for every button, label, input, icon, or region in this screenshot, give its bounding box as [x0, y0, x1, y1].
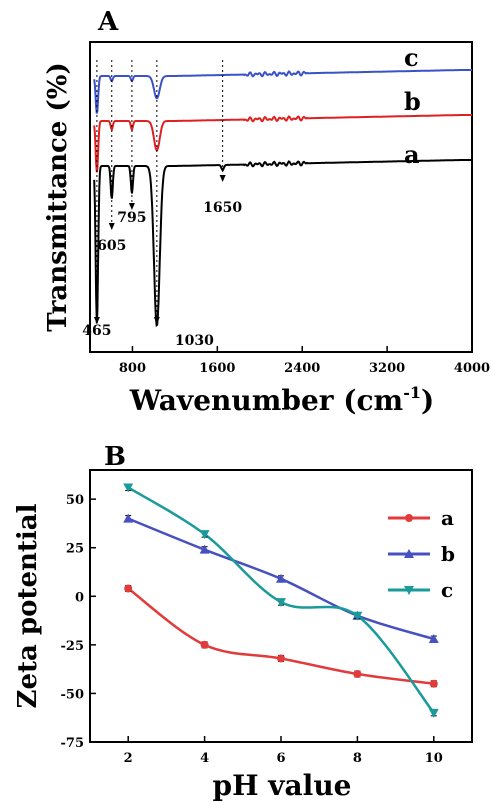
data-point-a — [353, 670, 362, 678]
y-tick-label-b: 50 — [66, 493, 84, 508]
x-tick-label-a: 2400 — [284, 361, 320, 376]
legend-label-c: c — [441, 578, 453, 602]
curve-label-a: a — [404, 140, 420, 169]
y-tick-label-b: 0 — [75, 590, 84, 605]
y-tick-label-b: 25 — [66, 542, 84, 557]
legend: abc — [388, 506, 455, 602]
data-point-a — [200, 640, 209, 649]
data-point-b — [276, 573, 286, 583]
data-point-c — [199, 530, 210, 540]
data-point-b — [123, 513, 134, 523]
x-axis-title-a: Wavenumber (cm-1) — [129, 383, 434, 417]
peak-marker-arrow — [108, 223, 115, 230]
panel-letter-b: B — [104, 442, 126, 472]
peak-annotations: 465 605 795 1030 1650 — [82, 60, 242, 349]
x-tick-label-a: 4000 — [454, 361, 490, 376]
zeta-curves — [123, 483, 439, 718]
y-tick-label-b: -75 — [61, 736, 85, 751]
peak-annotation: 795 — [117, 210, 146, 226]
curve-label-c: c — [404, 43, 419, 72]
y-axis-title-b: Zeta potential — [13, 503, 43, 708]
axis-ticks-b: 2 4 6 8 10 -75 -50 -25 0 25 50 — [61, 493, 443, 766]
legend-label-a: a — [441, 506, 454, 530]
peak-marker-arrow — [219, 175, 226, 182]
legend-label-b: b — [441, 542, 455, 566]
legend-marker-c — [404, 586, 414, 595]
peak-annotation: 465 — [82, 323, 111, 339]
x-tick-label-a: 1600 — [199, 361, 235, 376]
peak-annotation: 1650 — [203, 200, 242, 216]
x-tick-label-b: 6 — [276, 751, 285, 766]
x-axis-title-a-sup: -1 — [403, 383, 421, 402]
x-tick-label-b: 2 — [124, 751, 133, 766]
data-point-c — [352, 611, 363, 621]
peak-marker-arrow — [93, 317, 100, 324]
plot-frame-a — [89, 41, 473, 353]
data-point-a — [429, 679, 438, 688]
data-point-b — [199, 544, 210, 554]
data-point-c — [428, 708, 439, 718]
y-tick-label-b: -25 — [61, 639, 85, 654]
data-point-a — [124, 584, 133, 593]
x-axis-title-a-end: ) — [421, 384, 434, 417]
legend-marker-a — [405, 514, 413, 522]
ftir-series-a — [93, 159, 472, 328]
peak-marker-arrow — [128, 203, 135, 210]
panel-letter-a: A — [97, 7, 119, 37]
peak-marker-arrow — [153, 317, 160, 324]
legend-marker-b — [404, 549, 414, 558]
x-axis-title-a-main: Wavenumber (cm — [129, 384, 403, 417]
data-point-c — [123, 483, 134, 493]
peak-annotation: 605 — [97, 238, 126, 254]
x-tick-label-b: 10 — [425, 751, 443, 766]
panel-a: A 800 1600 2400 3200 4000 46560579510301650 … — [43, 7, 490, 417]
curve-label-b: b — [404, 87, 421, 116]
x-tick-label-b: 8 — [353, 751, 362, 766]
data-point-a — [277, 654, 285, 663]
x-tick-label-a: 800 — [119, 361, 146, 376]
x-tick-label-a: 3200 — [369, 361, 405, 376]
ftir-series-c — [93, 69, 472, 114]
data-point-c — [276, 598, 286, 608]
x-ticks-a: 800 1600 2400 3200 4000 — [119, 346, 490, 376]
panel-b: B 2 4 6 8 10 -75 -50 -25 0 25 50 abc Zeta potentia… — [13, 442, 473, 802]
y-axis-title-a: Transmittance (%) — [43, 62, 73, 331]
x-tick-label-b: 4 — [200, 751, 209, 766]
peak-annotation: 1030 — [175, 333, 214, 349]
y-tick-label-b: -50 — [61, 687, 85, 702]
x-axis-title-b: pH value — [212, 769, 351, 802]
data-point-b — [428, 634, 439, 644]
